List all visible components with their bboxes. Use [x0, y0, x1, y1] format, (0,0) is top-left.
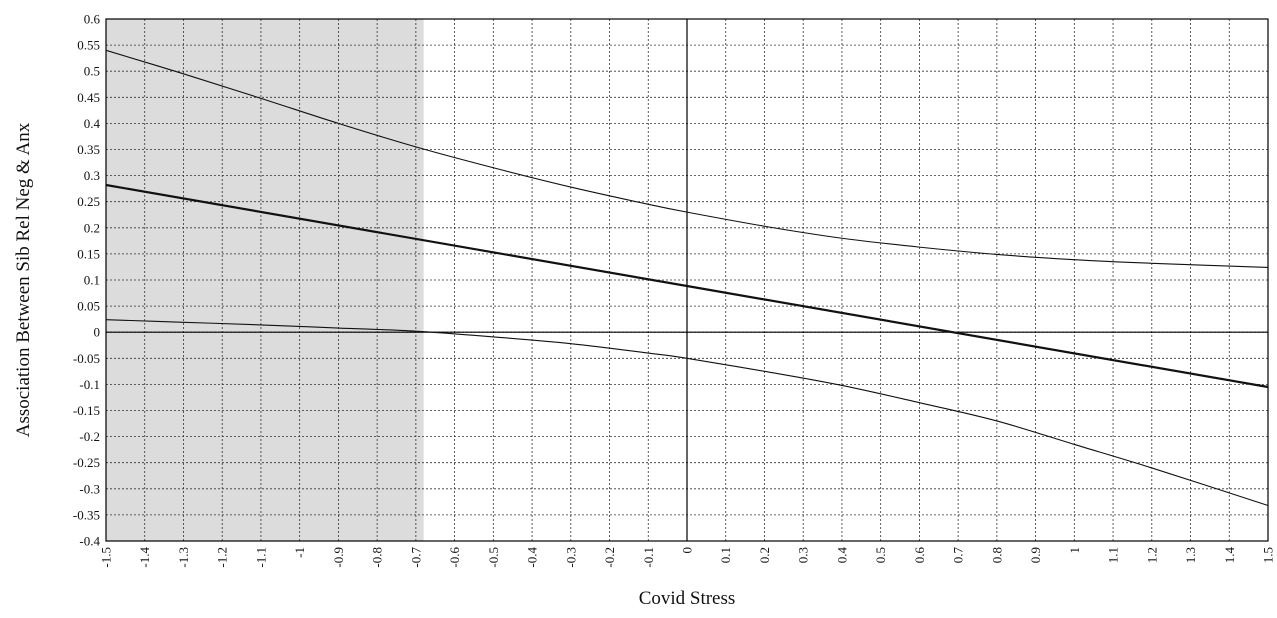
y-tick-label: 0.6: [84, 12, 101, 27]
x-tick-label: -1.5: [99, 547, 114, 568]
y-tick-label: 0: [94, 325, 101, 340]
y-tick-label: 0.4: [84, 116, 101, 131]
y-tick-label: 0.05: [77, 299, 100, 314]
y-tick-label: -0.3: [79, 481, 100, 496]
x-tick-label: 0.6: [912, 547, 927, 564]
x-tick-label: 1.3: [1183, 547, 1198, 563]
series-line-upper-bound: [105, 49, 1269, 269]
y-tick-label: -0.4: [79, 534, 100, 549]
x-tick-label: 0: [680, 547, 695, 554]
x-tick-label: 1.5: [1261, 547, 1276, 563]
x-tick-label: -1: [292, 547, 307, 558]
y-tick-label: 0.45: [77, 90, 100, 105]
y-axis-title: Association Between Sib Rel Neg & Anx: [13, 122, 34, 437]
x-tick-label: -0.1: [641, 547, 656, 568]
x-tick-label: -1.2: [215, 547, 230, 568]
x-tick-label: 0.8: [989, 547, 1004, 563]
y-tick-label: -0.05: [73, 351, 100, 366]
x-tick-label: 0.4: [834, 547, 849, 564]
x-tick-label: -0.4: [525, 547, 540, 568]
x-axis-title: Covid Stress: [639, 588, 736, 609]
x-tick-label: -1.3: [176, 547, 191, 568]
x-tick-label: 0.1: [718, 547, 733, 563]
y-tick-label: 0.1: [84, 273, 100, 288]
x-tick-label: 0.9: [1028, 547, 1043, 563]
x-tick-label: 0.2: [757, 547, 772, 563]
y-tick-label: 0.55: [77, 38, 100, 53]
y-tick-label: 0.15: [77, 246, 100, 261]
y-tick-label: 0.3: [84, 168, 100, 183]
x-tick-label: -0.2: [602, 547, 617, 568]
x-tick-label: -0.5: [486, 547, 501, 568]
x-tick-label: -0.6: [447, 547, 462, 568]
x-tick-label: 0.3: [796, 547, 811, 563]
x-tick-label: -0.9: [331, 547, 346, 568]
series-line-lower-bound: [105, 319, 1269, 507]
y-tick-label: 0.2: [84, 220, 100, 235]
x-tick-label: 1.2: [1144, 547, 1159, 563]
x-tick-label: -1.4: [137, 547, 152, 568]
y-tick-label: 0.5: [84, 64, 100, 79]
y-tick-label: -0.2: [79, 429, 100, 444]
x-tick-label: 0.5: [873, 547, 888, 563]
y-tick-label: -0.35: [73, 507, 100, 522]
y-tick-label: -0.25: [73, 455, 100, 470]
x-tick-label: 1: [1067, 547, 1082, 554]
x-tick-label: -0.3: [563, 547, 578, 568]
x-tick-label: -1.1: [253, 547, 268, 568]
x-tick-label: -0.8: [370, 547, 385, 568]
x-tick-label: 1.4: [1222, 547, 1237, 564]
x-tick-label: 0.7: [951, 547, 966, 564]
y-tick-label: -0.1: [79, 377, 100, 392]
x-tick-label: -0.7: [408, 547, 423, 568]
x-tick-label: 1.1: [1106, 547, 1121, 563]
series-line-estimate: [105, 183, 1269, 389]
y-tick-label: 0.35: [77, 142, 100, 157]
y-tick-label: 0.25: [77, 194, 100, 209]
y-tick-label: -0.15: [73, 403, 100, 418]
